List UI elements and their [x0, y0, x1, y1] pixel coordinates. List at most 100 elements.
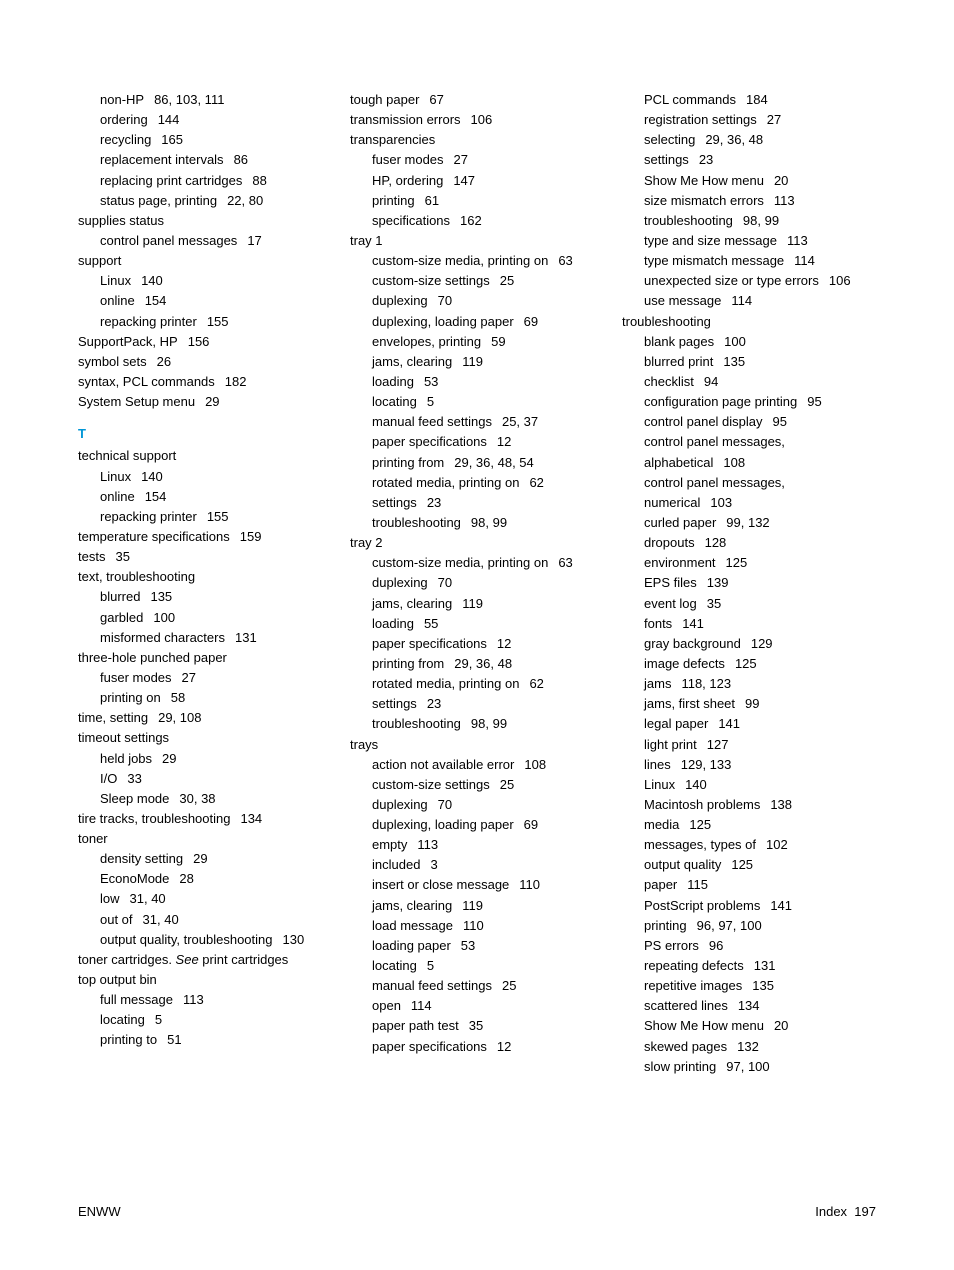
index-entry: manual feed settings25 — [350, 976, 604, 996]
index-entry: locating5 — [350, 392, 604, 412]
page-ref: 58 — [171, 690, 185, 705]
page-ref: 29, 36, 48, 54 — [454, 455, 534, 470]
index-entry: support — [78, 251, 332, 271]
page-ref: 138 — [770, 797, 792, 812]
index-entry: configuration page printing95 — [622, 392, 876, 412]
page-ref: 62 — [529, 475, 543, 490]
index-entry: repeating defects131 — [622, 956, 876, 976]
index-entry: locating5 — [78, 1010, 332, 1030]
page-ref: 98, 99 — [743, 213, 779, 228]
page-ref: 113 — [787, 233, 808, 248]
index-term: online — [100, 293, 135, 308]
index-term: jams, first sheet — [644, 696, 735, 711]
index-entry: three-hole punched paper — [78, 648, 332, 668]
index-term: troubleshooting — [372, 515, 461, 530]
page-ref: 129, 133 — [681, 757, 732, 772]
index-term: loading paper — [372, 938, 451, 953]
page-ref: 29, 36, 48 — [705, 132, 763, 147]
index-entry: replacing print cartridges88 — [78, 171, 332, 191]
index-term: Linux — [644, 777, 675, 792]
index-term: supplies status — [78, 213, 164, 228]
page-ref: 27 — [767, 112, 781, 127]
index-term: settings — [644, 152, 689, 167]
index-entry: registration settings 27 — [622, 110, 876, 130]
index-entry: fuser modes27 — [78, 668, 332, 688]
index-entry: Show Me How menu20 — [622, 1016, 876, 1036]
page-ref: 154 — [145, 293, 167, 308]
index-term: HP, ordering — [372, 173, 443, 188]
page-ref: 119 — [462, 596, 483, 611]
index-term: control panel display — [644, 414, 763, 429]
page-ref: 29, 36, 48 — [454, 656, 512, 671]
page-ref: 70 — [438, 575, 452, 590]
index-term: tray 2 — [350, 535, 383, 550]
page-ref: 110 — [519, 877, 540, 892]
index-term: blank pages — [644, 334, 714, 349]
index-entry: custom-size media, printing on63 — [350, 251, 604, 271]
index-term: rotated media, printing on — [372, 676, 519, 691]
index-term: EPS files — [644, 575, 697, 590]
page-ref: 100 — [724, 334, 746, 349]
index-term: legal paper — [644, 716, 708, 731]
index-entry: repacking printer155 — [78, 507, 332, 527]
page-ref: 27 — [182, 670, 196, 685]
page-ref: 130 — [283, 932, 305, 947]
page-ref: 31, 40 — [143, 912, 179, 927]
index-entry: control panel messages, alphabetical108 — [622, 432, 876, 472]
page-ref: 35 — [469, 1018, 483, 1033]
page-ref: 26 — [157, 354, 171, 369]
index-term: scattered lines — [644, 998, 728, 1013]
index-term: non-HP — [100, 92, 144, 107]
index-entry: tray 2 — [350, 533, 604, 553]
index-term: top output bin — [78, 972, 157, 987]
index-term: duplexing, loading paper — [372, 314, 514, 329]
page-ref: 125 — [689, 817, 711, 832]
index-term: transmission errors — [350, 112, 461, 127]
index-term: paper — [644, 877, 677, 892]
index-term: Show Me How menu — [644, 1018, 764, 1033]
index-entry: top output bin — [78, 970, 332, 990]
index-term: toner — [78, 831, 108, 846]
index-term: printing — [644, 918, 687, 933]
page-ref: 69 — [524, 817, 538, 832]
page-ref: 29 — [205, 394, 219, 409]
index-term: unexpected size or type errors — [644, 273, 819, 288]
page-ref: 99 — [745, 696, 759, 711]
index-term: printing on — [100, 690, 161, 705]
index-term: trays — [350, 737, 378, 752]
page-ref: 113 — [774, 193, 795, 208]
page-ref: 141 — [770, 898, 792, 913]
index-entry: printing61 — [350, 191, 604, 211]
index-term: manual feed settings — [372, 978, 492, 993]
index-term: curled paper — [644, 515, 716, 530]
page-ref: 25, 37 — [502, 414, 538, 429]
index-entry: settings23 — [350, 493, 604, 513]
index-term: output quality — [644, 857, 721, 872]
index-entry: printing96, 97, 100 — [622, 916, 876, 936]
page-ref: 113 — [417, 837, 438, 852]
index-entry: symbol sets26 — [78, 352, 332, 372]
page-ref: 128 — [705, 535, 727, 550]
index-term: printing — [372, 193, 415, 208]
page-ref: 141 — [718, 716, 740, 731]
index-term: settings — [372, 696, 417, 711]
index-term: lines — [644, 757, 671, 772]
index-entry: loading53 — [350, 372, 604, 392]
index-entry: custom-size settings25 — [350, 271, 604, 291]
index-entry: paper specifications12 — [350, 634, 604, 654]
page-ref: 88 — [252, 173, 266, 188]
index-entry: supplies status — [78, 211, 332, 231]
page-ref: 108 — [723, 455, 745, 470]
index-entry: skewed pages132 — [622, 1037, 876, 1057]
page-ref: 31, 40 — [130, 891, 166, 906]
index-entry: envelopes, printing59 — [350, 332, 604, 352]
page-footer: ENWW Index 197 — [78, 1202, 876, 1222]
index-entry: duplexing, loading paper69 — [350, 815, 604, 835]
index-entry: repacking printer155 — [78, 312, 332, 332]
page-ref: 86, 103, 111 — [154, 92, 224, 107]
index-entry: out of31, 40 — [78, 910, 332, 930]
index-term: registration settings — [644, 112, 757, 127]
index-term: jams, clearing — [372, 596, 452, 611]
index-entry: full message113 — [78, 990, 332, 1010]
index-term: repacking printer — [100, 509, 197, 524]
